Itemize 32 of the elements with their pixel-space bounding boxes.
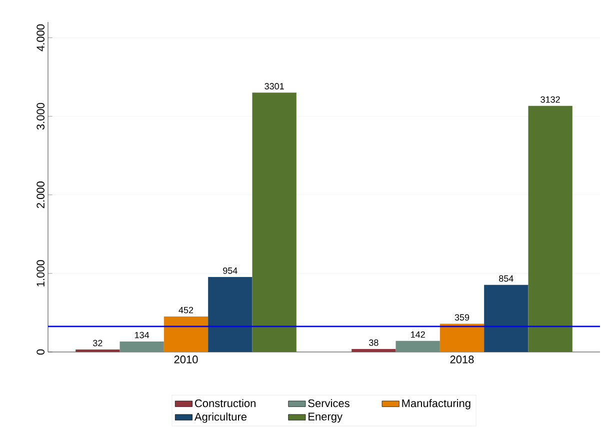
bar (164, 316, 208, 352)
bar (76, 349, 120, 352)
data-label: 38 (369, 339, 378, 346)
x-tick-label: 2010 (174, 356, 198, 364)
data-label: 32 (93, 340, 102, 346)
y-tick-label: 2.000 (36, 182, 44, 208)
bar (120, 341, 164, 352)
y-tick-label: 0 (36, 349, 44, 355)
bar (396, 340, 440, 352)
data-label: 854 (499, 275, 514, 282)
bar (484, 284, 528, 352)
legend-label: Construction (195, 399, 256, 408)
legend-label: Services (308, 399, 350, 408)
bar (208, 277, 252, 352)
data-label: 359 (454, 314, 470, 321)
legend-label: Manufacturing (402, 399, 470, 410)
legend-label: Energy (308, 412, 342, 423)
data-label: 954 (223, 267, 238, 274)
y-tick-label: 1.000 (36, 260, 44, 286)
bar (352, 349, 396, 352)
bar (440, 324, 484, 352)
data-label: 3132 (540, 96, 560, 103)
data-label: 134 (135, 332, 150, 338)
data-label: 452 (178, 306, 194, 314)
data-label: 3301 (264, 83, 284, 90)
data-label: 142 (411, 331, 425, 338)
bar (252, 92, 296, 352)
bar (528, 106, 572, 352)
y-tick-label: 4.000 (36, 24, 44, 52)
legend-label: Agriculture (194, 412, 247, 423)
x-tick-label: 2018 (450, 356, 474, 364)
y-tick-label: 3.000 (36, 102, 44, 130)
